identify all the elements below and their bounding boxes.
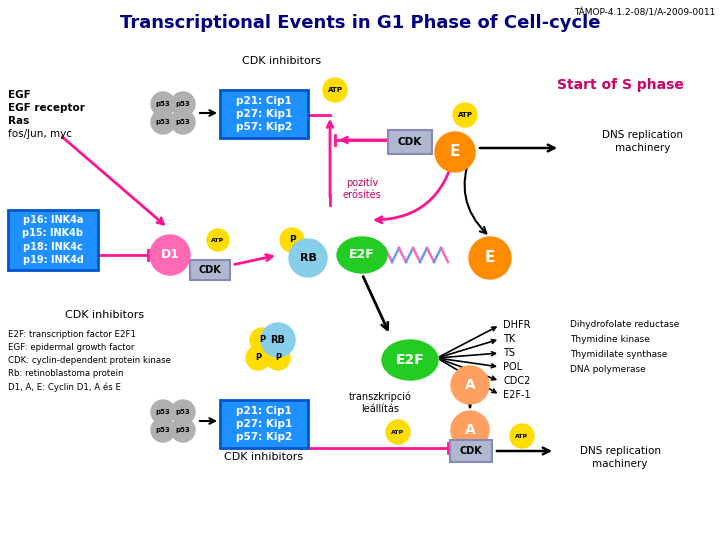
Circle shape (386, 420, 410, 444)
Circle shape (510, 424, 534, 448)
Text: P: P (259, 335, 265, 345)
Text: E: E (450, 145, 460, 159)
Text: EGF: EGF (8, 90, 31, 100)
Text: CDC2: CDC2 (503, 376, 531, 386)
Circle shape (171, 400, 195, 424)
Text: EGF: epidermal growth factor: EGF: epidermal growth factor (8, 343, 135, 352)
Text: DNA polymerase: DNA polymerase (570, 365, 646, 374)
Text: TK: TK (503, 334, 516, 344)
Circle shape (171, 92, 195, 116)
Text: Transcriptional Events in G1 Phase of Cell-cycle: Transcriptional Events in G1 Phase of Ce… (120, 14, 600, 32)
Circle shape (469, 237, 511, 279)
Text: EGF receptor: EGF receptor (8, 103, 85, 113)
Ellipse shape (337, 237, 387, 273)
Circle shape (266, 346, 290, 370)
Text: pozitív
erősítés: pozitív erősítés (343, 178, 382, 200)
Text: CDK: CDK (459, 446, 482, 456)
Text: Start of S phase: Start of S phase (557, 78, 683, 92)
Text: Thymidine kinase: Thymidine kinase (570, 335, 650, 344)
Circle shape (207, 229, 229, 251)
Circle shape (453, 103, 477, 127)
Text: DNS replication
machinery: DNS replication machinery (603, 130, 683, 153)
Circle shape (289, 239, 327, 277)
Text: p21: Cip1
p27: Kip1
p57: Kip2: p21: Cip1 p27: Kip1 p57: Kip2 (236, 96, 292, 132)
Text: RB: RB (300, 253, 316, 263)
Text: CDK: cyclin-dependent protein kinase: CDK: cyclin-dependent protein kinase (8, 356, 171, 365)
Text: D1: D1 (161, 248, 179, 261)
Text: RB: RB (271, 335, 285, 345)
Text: p16: INK4a
p15: INK4b
p18: INK4c
p19: INK4d: p16: INK4a p15: INK4b p18: INK4c p19: IN… (22, 215, 84, 265)
Text: transzkripció
leállítás: transzkripció leállítás (348, 392, 411, 414)
Circle shape (151, 110, 175, 134)
Circle shape (171, 110, 195, 134)
FancyBboxPatch shape (388, 130, 432, 154)
Text: ATP: ATP (516, 434, 528, 438)
Text: fos/Jun, myc: fos/Jun, myc (8, 129, 72, 139)
Circle shape (451, 366, 489, 404)
Text: TS: TS (503, 348, 515, 358)
Text: Rb: retinoblastoma protein: Rb: retinoblastoma protein (8, 369, 124, 378)
FancyBboxPatch shape (220, 90, 308, 138)
Text: ATP: ATP (212, 238, 225, 242)
Text: Dihydrofolate reductase: Dihydrofolate reductase (570, 320, 680, 329)
Circle shape (261, 323, 295, 357)
FancyBboxPatch shape (8, 210, 98, 270)
Text: p53: p53 (176, 101, 190, 107)
Text: ATP: ATP (328, 87, 343, 93)
Text: p53: p53 (176, 427, 190, 433)
FancyBboxPatch shape (220, 400, 308, 448)
Text: p21: Cip1
p27: Kip1
p57: Kip2: p21: Cip1 p27: Kip1 p57: Kip2 (236, 406, 292, 442)
Text: E2F: E2F (395, 353, 424, 367)
Text: p53: p53 (176, 119, 190, 125)
Ellipse shape (382, 340, 438, 380)
Text: A: A (464, 378, 475, 392)
Circle shape (151, 418, 175, 442)
Text: A: A (464, 423, 475, 437)
Text: p53: p53 (176, 409, 190, 415)
Circle shape (151, 92, 175, 116)
Text: E2F: transcription factor E2F1: E2F: transcription factor E2F1 (8, 330, 136, 339)
FancyBboxPatch shape (190, 260, 230, 280)
Text: p53: p53 (156, 409, 171, 415)
Text: CDK: CDK (199, 265, 221, 275)
Circle shape (246, 346, 270, 370)
Text: p53: p53 (156, 119, 171, 125)
Circle shape (151, 400, 175, 424)
Text: P: P (255, 354, 261, 362)
Text: E2F-1: E2F-1 (503, 390, 531, 400)
Text: DNS replication
machinery: DNS replication machinery (580, 446, 660, 469)
Text: CDK: CDK (398, 137, 422, 147)
Circle shape (451, 411, 489, 449)
Text: CDK inhibitors: CDK inhibitors (225, 452, 304, 462)
Text: ATP: ATP (457, 112, 472, 118)
Text: Ras: Ras (8, 116, 30, 126)
Text: p53: p53 (156, 427, 171, 433)
Text: P: P (289, 235, 295, 245)
Circle shape (250, 328, 274, 352)
Text: E2F: E2F (349, 248, 375, 261)
Text: Thymidilate synthase: Thymidilate synthase (570, 350, 667, 359)
Text: P: P (275, 354, 281, 362)
Text: D1, A, E: Cyclin D1, A és E: D1, A, E: Cyclin D1, A és E (8, 382, 121, 392)
Text: E: E (485, 251, 495, 266)
FancyBboxPatch shape (450, 440, 492, 462)
Text: CDK inhibitors: CDK inhibitors (243, 56, 322, 66)
Circle shape (171, 418, 195, 442)
Text: DHFR: DHFR (503, 320, 531, 330)
Circle shape (435, 132, 475, 172)
Circle shape (323, 78, 347, 102)
Text: ATP: ATP (392, 429, 405, 435)
Text: POL: POL (503, 362, 522, 372)
Circle shape (280, 228, 304, 252)
Circle shape (150, 235, 190, 275)
Text: TÁMOP-4.1.2-08/1/A-2009-0011: TÁMOP-4.1.2-08/1/A-2009-0011 (574, 8, 715, 17)
Text: CDK inhibitors: CDK inhibitors (66, 310, 145, 320)
Text: p53: p53 (156, 101, 171, 107)
